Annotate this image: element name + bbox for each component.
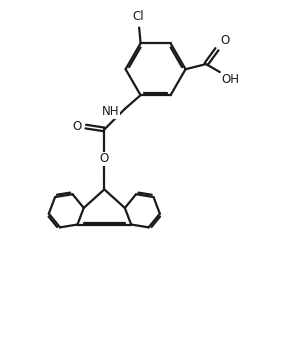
- Text: NH: NH: [102, 105, 120, 118]
- Text: O: O: [72, 120, 81, 133]
- Text: OH: OH: [221, 74, 239, 86]
- Text: O: O: [100, 152, 109, 165]
- Text: O: O: [220, 34, 230, 47]
- Text: Cl: Cl: [132, 10, 143, 23]
